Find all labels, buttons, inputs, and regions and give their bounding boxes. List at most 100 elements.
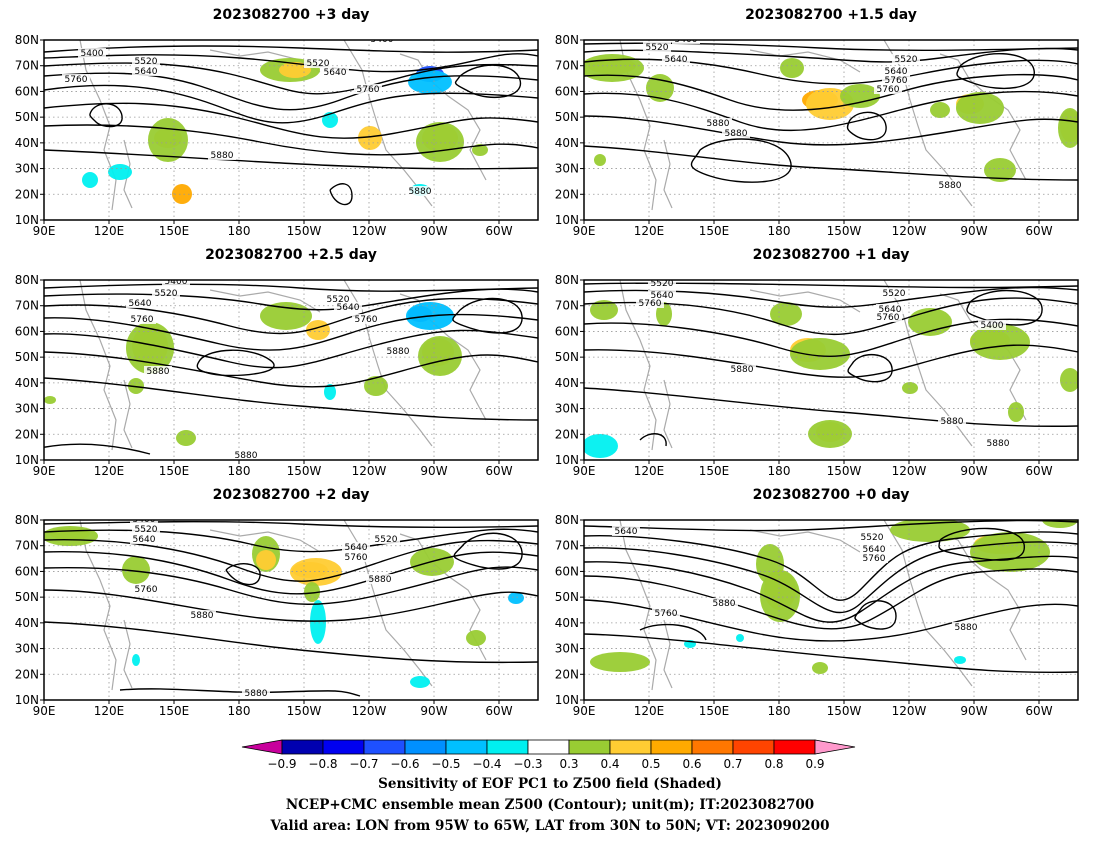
contour-label: 5880 <box>369 575 392 585</box>
z500-contour <box>44 377 538 421</box>
contour-label: 5880 <box>941 417 964 427</box>
colorbar-tick-label: 0.4 <box>600 757 619 771</box>
colorbar-swatch <box>363 739 406 755</box>
lat-tick-label: 50N <box>15 110 39 124</box>
z500-contour <box>44 45 538 53</box>
sensitivity-shading <box>82 172 98 188</box>
lat-tick-label: 80N <box>15 273 39 287</box>
z500-contour <box>584 297 1078 336</box>
colorbar-swatch <box>609 739 652 755</box>
sensitivity-shading <box>590 652 650 672</box>
lat-tick-label: 40N <box>15 136 39 150</box>
sensitivity-shading <box>466 630 486 646</box>
colorbar-tick-label: 0.9 <box>805 757 824 771</box>
lon-tick-label: 120E <box>634 704 665 718</box>
z500-contour <box>44 288 538 311</box>
lon-tick-label: 120W <box>892 224 927 238</box>
sensitivity-shading <box>132 654 140 666</box>
contour-label: 5640 <box>135 67 158 77</box>
z500-contour <box>584 633 1078 674</box>
contour-label: 5520 <box>155 289 178 299</box>
contour-label: 5760 <box>135 585 158 595</box>
contour-label: 5400 <box>81 49 104 59</box>
z500-contour <box>44 551 538 595</box>
lat-tick-label: 80N <box>15 513 39 527</box>
sensitivity-shading <box>808 420 852 448</box>
colorbar-swatch <box>568 739 611 755</box>
contour-label: 5760 <box>885 76 908 86</box>
lat-tick-label: 60N <box>555 324 579 338</box>
sensitivity-shading <box>472 144 488 156</box>
colorbar-tick-label: 0.3 <box>559 757 578 771</box>
contour-label: 5760 <box>355 315 378 325</box>
contour-label: 5640 <box>615 527 638 537</box>
contour-label: 5520 <box>135 57 158 67</box>
coastline <box>663 619 673 689</box>
contour-label: 5880 <box>235 451 258 461</box>
lat-tick-label: 20N <box>555 667 579 681</box>
contour-label: 5520 <box>651 279 674 289</box>
lon-tick-label: 150E <box>159 464 190 478</box>
contour-label: 5640 <box>324 68 347 78</box>
lon-tick-label: 150E <box>159 704 190 718</box>
lon-tick-label: 90E <box>573 224 596 238</box>
lon-tick-label: 150E <box>699 464 730 478</box>
colorbar-tick-label: −0.6 <box>390 757 419 771</box>
lon-tick-label: 120W <box>892 464 927 478</box>
lon-tick-label: 120E <box>634 224 665 238</box>
contour-label: 5400 <box>675 35 698 45</box>
sensitivity-shading <box>358 126 382 150</box>
lat-tick-label: 70N <box>15 59 39 73</box>
z500-contour <box>44 329 538 369</box>
lat-tick-label: 10N <box>555 213 579 227</box>
z500-contour <box>956 53 1035 89</box>
lat-tick-label: 70N <box>15 539 39 553</box>
colorbar-tick-label: −0.9 <box>267 757 296 771</box>
panel-title-2: 2023082700 +1.5 day <box>745 7 917 23</box>
coastline <box>883 520 973 687</box>
lat-tick-label: 70N <box>555 299 579 313</box>
lon-tick-label: 150E <box>159 224 190 238</box>
sensitivity-shading <box>290 558 342 586</box>
colorbar-tick-label: −0.3 <box>513 757 542 771</box>
z500-contour <box>584 555 1078 623</box>
z500-contour <box>44 528 538 553</box>
coastline <box>343 40 433 207</box>
z500-contour <box>44 589 538 622</box>
lon-tick-label: 60W <box>1025 224 1052 238</box>
coastline <box>399 533 487 661</box>
lat-tick-label: 20N <box>555 427 579 441</box>
lon-tick-label: 120W <box>352 464 387 478</box>
colorbar-min-arrow <box>241 739 283 755</box>
sensitivity-shading <box>984 158 1016 182</box>
lat-tick-label: 20N <box>15 667 39 681</box>
coastline <box>619 280 657 451</box>
lon-tick-label: 90E <box>33 224 56 238</box>
contour-label: 5760 <box>877 313 900 323</box>
sensitivity-shading <box>324 384 336 400</box>
panel-title-3: 2023082700 +2.5 day <box>205 247 377 263</box>
lon-tick-label: 90W <box>420 704 447 718</box>
contour-label: 5880 <box>387 347 410 357</box>
sensitivity-shading <box>256 550 276 570</box>
sensitivity-shading <box>970 324 1030 360</box>
lat-tick-label: 60N <box>555 564 579 578</box>
z500-contour <box>584 599 1078 642</box>
sensitivity-shading <box>418 336 462 376</box>
lon-tick-label: 90W <box>960 704 987 718</box>
map-panel-4: 5520564057605880552056405760540058805880… <box>555 273 1079 478</box>
sensitivity-shading <box>812 662 828 674</box>
z500-contour <box>454 64 521 99</box>
z500-contour <box>453 532 523 570</box>
z500-contour <box>329 183 353 206</box>
contour-label: 5880 <box>713 599 736 609</box>
sensitivity-shading <box>594 154 606 166</box>
colorbar-tick-label: −0.5 <box>431 757 460 771</box>
contour-label: 5880 <box>245 689 268 699</box>
lat-tick-label: 70N <box>555 59 579 73</box>
lat-tick-label: 30N <box>15 642 39 656</box>
contour-label: 5520 <box>307 59 330 69</box>
lat-tick-label: 10N <box>15 693 39 707</box>
lon-tick-label: 90W <box>960 224 987 238</box>
contour-label: 5760 <box>345 553 368 563</box>
